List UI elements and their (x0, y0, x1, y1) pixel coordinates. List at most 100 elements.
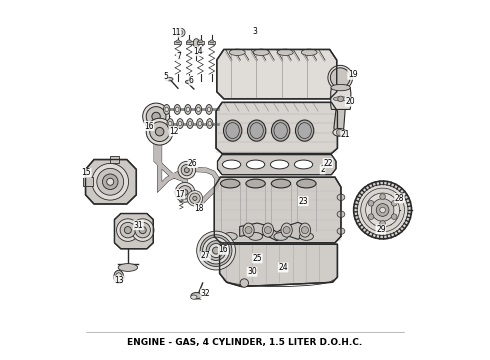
Circle shape (213, 247, 220, 254)
Ellipse shape (271, 120, 290, 141)
Ellipse shape (271, 179, 291, 188)
Circle shape (338, 96, 343, 102)
Text: 13: 13 (114, 276, 123, 285)
Ellipse shape (296, 179, 316, 188)
Text: 18: 18 (195, 204, 204, 213)
Circle shape (380, 207, 386, 213)
Circle shape (131, 219, 154, 242)
Circle shape (265, 226, 271, 234)
Ellipse shape (178, 121, 182, 126)
Bar (174, 41, 181, 44)
Circle shape (380, 194, 386, 199)
Text: 14: 14 (194, 47, 203, 56)
Ellipse shape (294, 160, 313, 169)
Text: 15: 15 (81, 168, 91, 177)
Text: 3: 3 (252, 27, 257, 36)
Circle shape (187, 190, 203, 206)
Ellipse shape (298, 123, 311, 139)
Text: 28: 28 (395, 194, 404, 203)
Ellipse shape (248, 233, 263, 240)
Circle shape (196, 231, 236, 270)
Circle shape (178, 161, 196, 179)
Ellipse shape (333, 97, 348, 101)
Circle shape (392, 214, 397, 220)
Ellipse shape (116, 273, 122, 281)
Circle shape (354, 181, 412, 239)
Ellipse shape (295, 120, 314, 141)
Text: 17: 17 (175, 190, 185, 199)
Polygon shape (334, 109, 345, 135)
Ellipse shape (223, 233, 237, 240)
Ellipse shape (188, 121, 192, 126)
Circle shape (176, 28, 185, 37)
Ellipse shape (331, 84, 350, 91)
Circle shape (366, 193, 399, 227)
Text: 16: 16 (219, 246, 228, 255)
Circle shape (117, 219, 139, 242)
Polygon shape (115, 213, 153, 249)
Ellipse shape (207, 118, 213, 129)
Ellipse shape (229, 49, 245, 55)
Ellipse shape (165, 77, 173, 81)
Ellipse shape (186, 107, 190, 112)
Circle shape (200, 235, 232, 266)
Circle shape (283, 226, 290, 234)
Ellipse shape (185, 104, 191, 114)
Ellipse shape (118, 264, 138, 271)
Circle shape (371, 199, 394, 221)
Bar (83, 177, 93, 186)
Ellipse shape (223, 120, 242, 141)
Ellipse shape (337, 228, 345, 234)
Ellipse shape (177, 118, 183, 129)
Circle shape (146, 118, 173, 145)
Text: 32: 32 (201, 289, 210, 298)
Circle shape (392, 201, 397, 206)
Circle shape (357, 185, 408, 235)
Circle shape (368, 214, 374, 220)
Polygon shape (214, 177, 341, 243)
Ellipse shape (114, 270, 123, 284)
Text: 31: 31 (134, 221, 143, 230)
Ellipse shape (176, 40, 180, 43)
Ellipse shape (337, 211, 345, 217)
Text: 23: 23 (298, 197, 308, 206)
Circle shape (150, 122, 170, 141)
Ellipse shape (299, 223, 311, 237)
Ellipse shape (167, 118, 173, 129)
Ellipse shape (191, 293, 201, 299)
Ellipse shape (175, 107, 179, 112)
Circle shape (146, 107, 166, 126)
Text: 5: 5 (163, 72, 168, 81)
Ellipse shape (262, 223, 273, 237)
Text: 12: 12 (169, 127, 178, 136)
Circle shape (203, 237, 229, 264)
Circle shape (135, 222, 150, 238)
Text: 22: 22 (323, 158, 333, 167)
Text: 26: 26 (188, 158, 197, 167)
Circle shape (190, 193, 200, 204)
Circle shape (143, 103, 170, 130)
Ellipse shape (185, 80, 193, 84)
Circle shape (380, 221, 386, 226)
Ellipse shape (270, 160, 289, 169)
Bar (197, 41, 204, 44)
Ellipse shape (281, 223, 292, 237)
Circle shape (181, 165, 193, 176)
Circle shape (328, 65, 353, 90)
Text: 7: 7 (176, 52, 181, 61)
Circle shape (240, 279, 248, 287)
Text: 24: 24 (278, 263, 288, 272)
Ellipse shape (222, 160, 241, 169)
Circle shape (182, 189, 188, 195)
Text: 2: 2 (320, 165, 325, 174)
Polygon shape (216, 102, 338, 154)
Ellipse shape (247, 120, 266, 141)
Polygon shape (218, 154, 336, 175)
Circle shape (301, 226, 309, 234)
Ellipse shape (299, 233, 314, 240)
Bar (208, 41, 216, 44)
Circle shape (124, 226, 131, 234)
Text: 20: 20 (345, 97, 355, 106)
Circle shape (139, 226, 146, 234)
Circle shape (155, 127, 164, 136)
